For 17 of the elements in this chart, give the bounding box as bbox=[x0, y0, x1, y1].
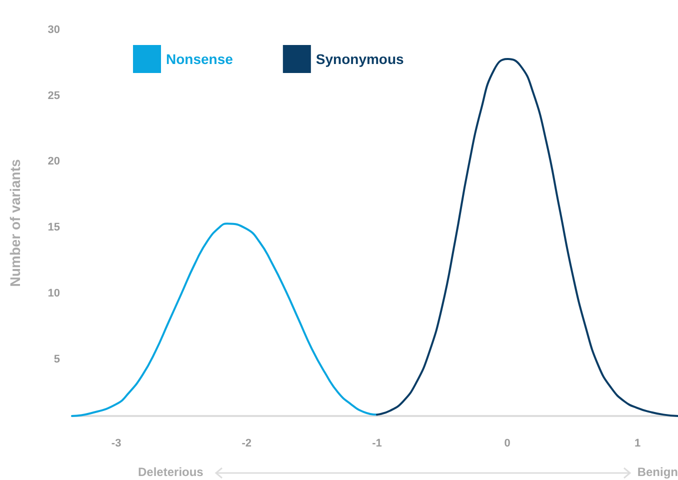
y-axis-title: Number of variants bbox=[7, 158, 23, 287]
y-tick-label: 30 bbox=[48, 24, 60, 36]
x-tick-label: 1 bbox=[634, 438, 641, 450]
legend-label: Synonymous bbox=[316, 51, 404, 67]
y-tick-label: 25 bbox=[48, 90, 60, 102]
legend-label: Nonsense bbox=[166, 51, 234, 67]
text: Benign bbox=[637, 465, 678, 479]
y-tick-label: 20 bbox=[48, 156, 60, 168]
x-tick-label: -2 bbox=[242, 438, 252, 450]
y-tick-label: 15 bbox=[48, 222, 60, 234]
line-series bbox=[71, 222, 378, 417]
y-tick-label: 5 bbox=[54, 353, 60, 366]
x-tick-label: 0 bbox=[504, 438, 510, 450]
y-tick-label: 10 bbox=[48, 287, 60, 300]
x-tick-label: -3 bbox=[111, 438, 122, 450]
text: Deleterious bbox=[138, 465, 204, 479]
x-tick-label: -1 bbox=[372, 438, 382, 450]
